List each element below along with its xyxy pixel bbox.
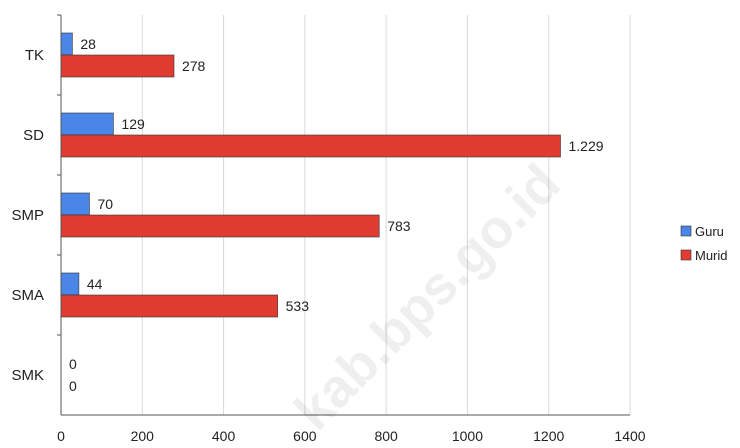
legend: Guru Murid xyxy=(680,224,728,263)
legend-swatch-murid xyxy=(680,249,692,261)
bars xyxy=(60,32,561,318)
data-label-guru-smp: 70 xyxy=(97,196,113,212)
bar-murid-sd xyxy=(60,134,561,158)
data-label-murid-sd: 1.229 xyxy=(569,138,604,154)
category-label-smk: SMK xyxy=(11,367,44,384)
category-label-sma: SMA xyxy=(11,287,44,304)
data-label-murid-sma: 533 xyxy=(286,298,310,314)
axes xyxy=(57,14,630,416)
bar-murid-smp xyxy=(60,214,380,238)
x-tick-label: 200 xyxy=(131,428,155,444)
data-label-murid-smk: 0 xyxy=(69,378,77,394)
category-label-sd: SD xyxy=(23,127,44,144)
bar-guru-smp xyxy=(60,192,90,216)
data-label-murid-tk: 278 xyxy=(182,58,206,74)
category-label-smp: SMP xyxy=(11,207,44,224)
data-label-guru-smk: 0 xyxy=(69,356,77,372)
x-tick-label: 0 xyxy=(57,428,65,444)
x-tick-label: 1200 xyxy=(533,428,564,444)
x-tick-label: 1000 xyxy=(452,428,483,444)
legend-swatch-guru xyxy=(680,225,692,237)
bar-guru-sd xyxy=(60,112,114,136)
x-tick-label: 1400 xyxy=(614,428,645,444)
bar-guru-tk xyxy=(60,32,73,56)
bar-murid-tk xyxy=(60,54,175,78)
x-tick-label: 400 xyxy=(212,428,236,444)
labels: 0 200 400 600 800 1000 1200 1400 TK SD SMP SMA SMK 28… xyxy=(11,36,645,444)
bar-guru-sma xyxy=(60,272,80,296)
x-tick-label: 600 xyxy=(293,428,317,444)
category-label-tk: TK xyxy=(25,47,44,64)
data-label-guru-tk: 28 xyxy=(80,36,96,52)
legend-label-murid: Murid xyxy=(695,248,728,263)
x-tick-label: 800 xyxy=(374,428,398,444)
bar-murid-sma xyxy=(60,294,278,318)
data-label-guru-sd: 129 xyxy=(121,116,145,132)
data-label-murid-smp: 783 xyxy=(387,218,411,234)
data-label-guru-sma: 44 xyxy=(87,276,103,292)
watermark: kab.bps.go.id xyxy=(283,153,572,442)
legend-label-guru: Guru xyxy=(695,224,724,239)
